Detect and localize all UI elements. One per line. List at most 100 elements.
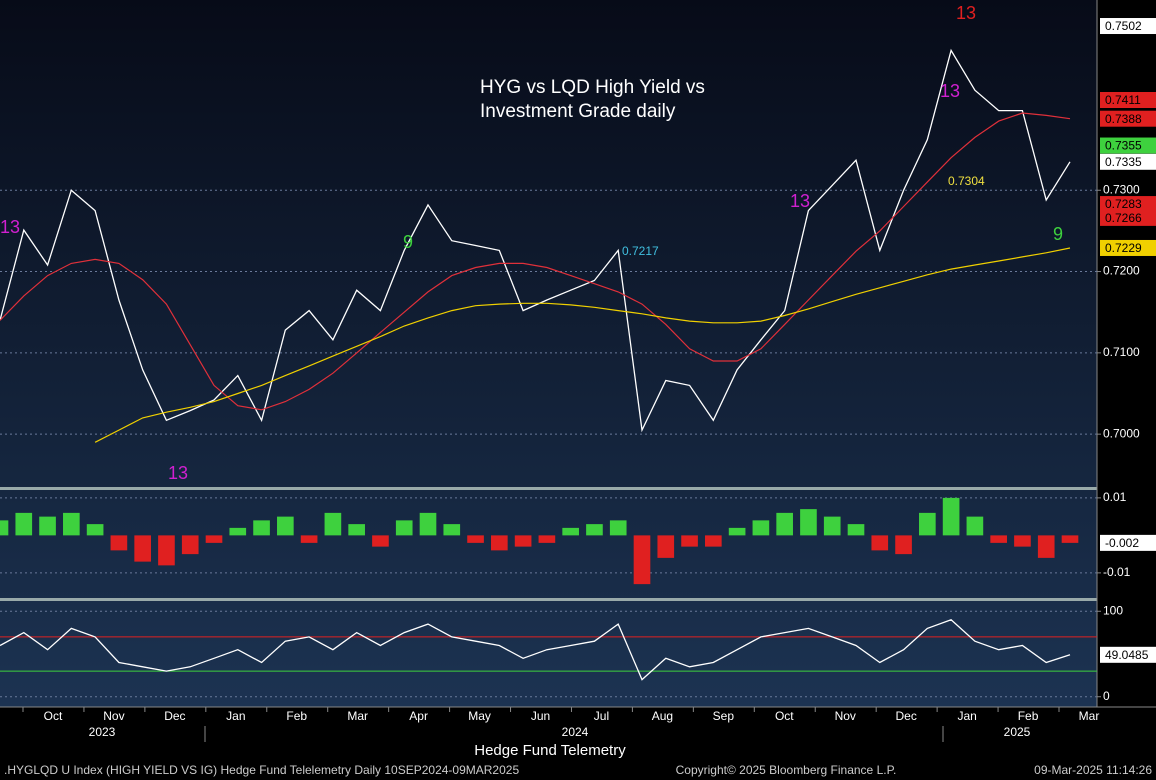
bar	[134, 535, 151, 562]
value-tag-label: 0.7283	[1105, 197, 1142, 211]
value-tag	[1100, 646, 1156, 663]
x-tick-label: Nov	[835, 709, 856, 723]
x-tick-label: Mar	[1079, 709, 1100, 723]
series-line	[0, 619, 1071, 681]
bar	[728, 527, 746, 536]
annotation: 13	[0, 217, 20, 237]
timestamp: 09-Mar-2025 11:14:26	[1034, 763, 1152, 777]
bar	[110, 535, 128, 551]
value-tag	[1100, 18, 1156, 35]
x-tick-label: Jan	[957, 709, 976, 723]
x-tick-label: Oct	[44, 709, 63, 723]
value-tag-label: 0.7266	[1105, 211, 1142, 225]
bar	[681, 535, 698, 547]
annotation: 0.7304	[948, 174, 985, 188]
value-tag	[1100, 239, 1156, 256]
x-tick-label: May	[468, 709, 491, 723]
bar	[871, 535, 889, 551]
annotation: 13	[956, 3, 976, 23]
plot-background	[0, 0, 1097, 707]
y-tick-label: 0.7000	[1103, 426, 1140, 440]
copyright: Copyright© 2025 Bloomberg Finance L.P.	[676, 763, 897, 777]
bar	[372, 535, 389, 547]
x-tick-label: Apr	[409, 709, 428, 723]
bar	[514, 535, 532, 547]
annotation: 9	[403, 232, 413, 252]
y-tick-label: 0.7300	[1103, 182, 1140, 196]
value-tag-label: 0.7502	[1105, 19, 1142, 33]
value-tag	[1100, 153, 1156, 170]
value-tag	[1100, 196, 1156, 213]
x-tick-label: Nov	[103, 709, 124, 723]
footer-title: Hedge Fund Telemetry	[474, 742, 626, 759]
x-tick-label: Mar	[347, 709, 368, 723]
x-tick-label: Dec	[164, 709, 185, 723]
bar	[86, 524, 104, 536]
year-label: 2023	[89, 725, 116, 739]
x-tick-label: Jun	[531, 709, 550, 723]
bar	[229, 527, 247, 536]
y-tick-label: 0.01	[1103, 490, 1127, 504]
annotation: 13	[940, 81, 960, 101]
x-tick-label: Aug	[652, 709, 673, 723]
bar	[1014, 535, 1031, 547]
value-tag-label: 0.7411	[1105, 93, 1141, 107]
value-tag-label: 0.7355	[1105, 139, 1142, 153]
value-tag-label: -0.002	[1105, 536, 1139, 550]
bar	[348, 524, 365, 536]
value-tag	[1100, 137, 1156, 154]
bar	[538, 535, 556, 543]
value-tag-label: 0.7388	[1105, 112, 1142, 126]
y-tick-label: 0.7200	[1103, 264, 1140, 278]
panel-divider	[0, 598, 1097, 601]
bar	[657, 535, 675, 558]
bar	[395, 520, 413, 536]
value-tag-label: 0.7335	[1105, 155, 1142, 169]
bar	[467, 535, 484, 543]
bar	[300, 535, 318, 543]
series-line	[0, 112, 1071, 411]
bar	[1061, 535, 1079, 543]
bar	[277, 516, 294, 536]
bar	[181, 535, 199, 555]
y-tick-label: 100	[1103, 603, 1123, 617]
bar	[895, 535, 912, 555]
x-tick-label: Dec	[896, 709, 917, 723]
bar	[633, 535, 651, 585]
value-tag-label: 49.0485	[1105, 648, 1149, 662]
annotation: 13	[790, 191, 810, 211]
bar	[205, 535, 223, 543]
footer-left: .HYGLQD U Index (HIGH YIELD VS IG) Hedge…	[4, 763, 519, 777]
bar	[919, 512, 936, 536]
bar	[609, 520, 627, 536]
bar	[966, 516, 984, 536]
y-tick-label: 0.7100	[1103, 345, 1140, 359]
bar	[15, 512, 33, 536]
bar	[0, 520, 9, 536]
value-tag	[1100, 110, 1156, 127]
x-tick-label: Feb	[1018, 709, 1039, 723]
bar	[776, 512, 793, 536]
bar	[562, 527, 579, 536]
value-tag	[1100, 534, 1156, 551]
bar	[39, 516, 56, 536]
series-line	[94, 247, 1071, 443]
bar	[253, 520, 270, 536]
x-tick-label: Feb	[286, 709, 307, 723]
bar	[491, 535, 508, 551]
bar	[800, 509, 817, 536]
bar	[419, 512, 437, 536]
y-tick-label: -0.01	[1103, 565, 1131, 579]
x-tick-label: Jul	[594, 709, 609, 723]
value-tag-label: 0.7229	[1105, 241, 1142, 255]
bar	[158, 535, 175, 566]
annotation: 13	[168, 463, 188, 483]
bar	[990, 535, 1007, 543]
value-tag	[1100, 92, 1156, 109]
bar	[752, 520, 770, 536]
chart-title: Investment Grade daily	[480, 101, 676, 122]
bar	[1037, 535, 1055, 558]
x-tick-label: Sep	[713, 709, 735, 723]
bar	[63, 512, 80, 536]
